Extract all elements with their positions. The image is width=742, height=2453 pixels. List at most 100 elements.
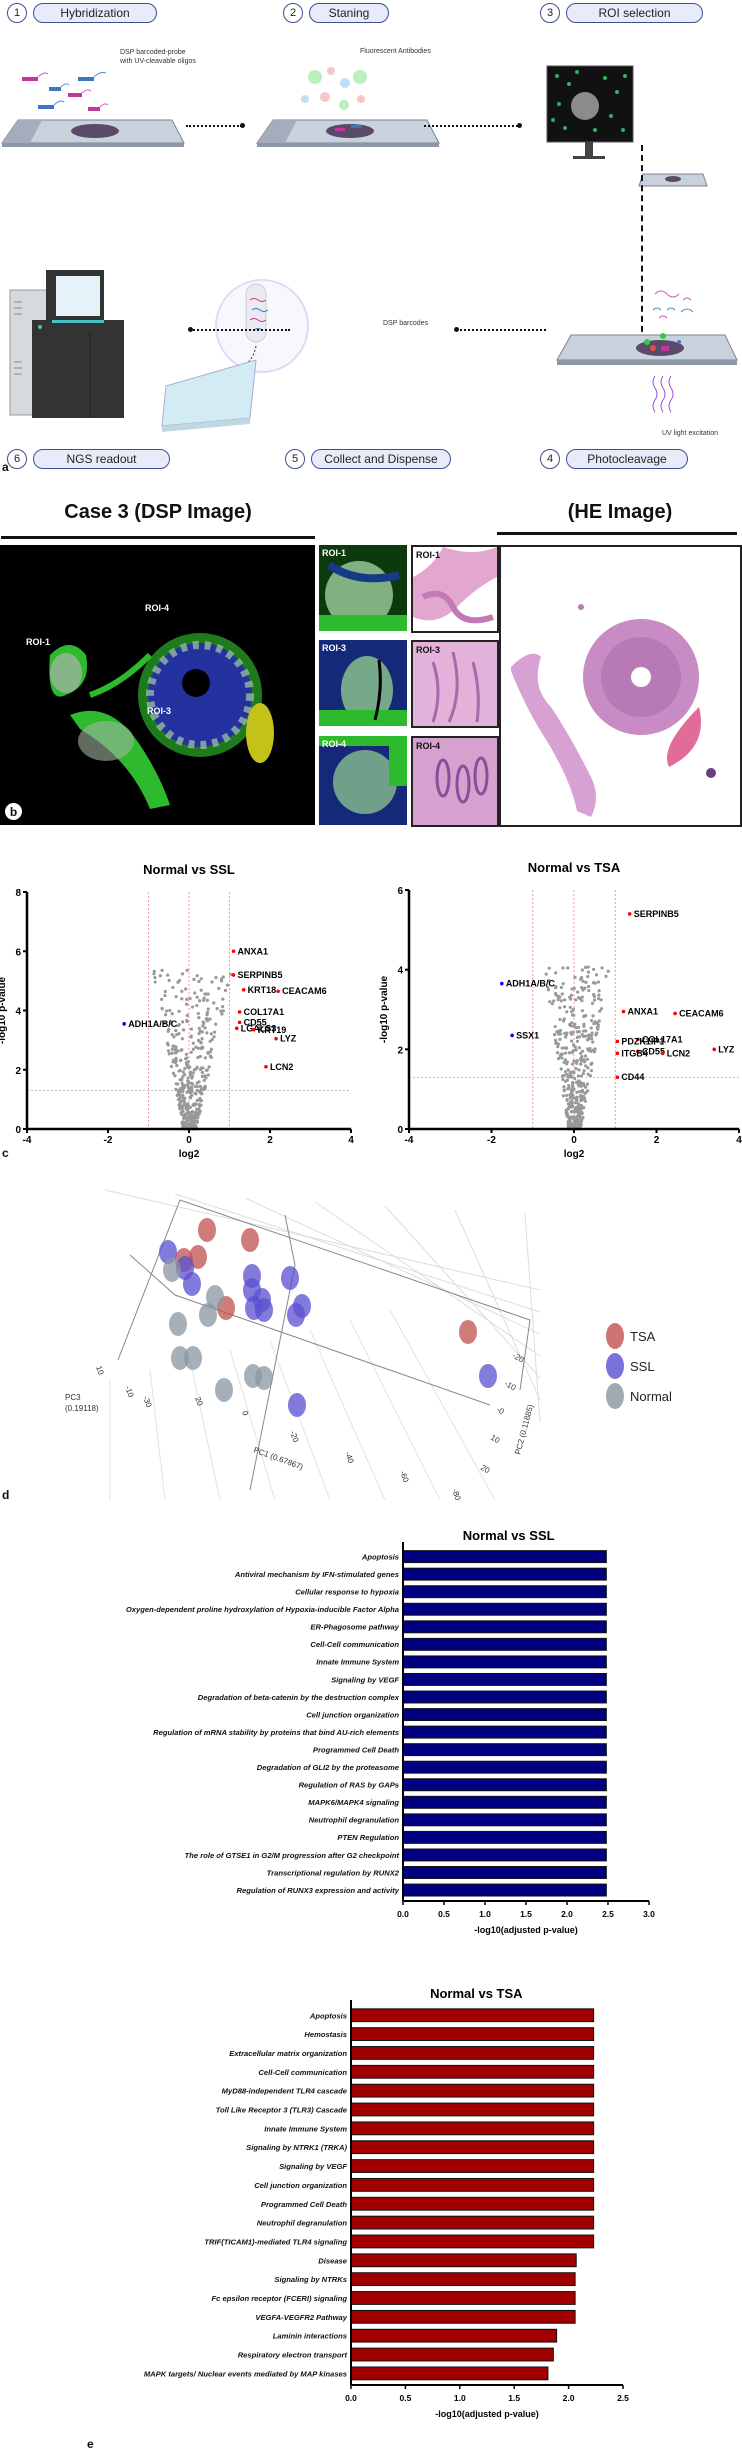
gene-point xyxy=(192,1102,196,1106)
step-label: ROI selection xyxy=(566,3,703,23)
significant-gene-point xyxy=(615,1051,620,1056)
he-whole-slide-image xyxy=(499,545,742,827)
gene-point xyxy=(583,986,587,990)
bar-category-label: Signaling by NTRKs xyxy=(274,2275,347,2284)
gene-point xyxy=(200,1070,205,1075)
gene-point xyxy=(188,1065,192,1069)
significant-gene-point xyxy=(237,1020,242,1025)
gene-point xyxy=(180,1037,184,1041)
gene-point xyxy=(553,1024,557,1029)
gene-point xyxy=(568,1119,572,1123)
box-edge xyxy=(249,1214,296,1491)
gene-point xyxy=(589,1019,594,1023)
pc2-tick-label: -10 xyxy=(503,1379,518,1393)
gene-point xyxy=(562,1017,566,1021)
gene-point xyxy=(564,1035,568,1039)
gene-point xyxy=(181,1106,185,1110)
gene-point xyxy=(583,965,588,970)
gene-point xyxy=(575,1035,580,1040)
box-edge xyxy=(117,1199,531,1391)
dsp-fluorescence-image: ROI-4 ROI-1 ROI-3 b xyxy=(0,545,315,825)
bar xyxy=(350,2102,595,2117)
gene-point xyxy=(196,1046,200,1050)
bar xyxy=(350,2196,595,2211)
gene-point xyxy=(586,975,590,979)
pc2-tick-label: -0 xyxy=(495,1405,506,1417)
flow-connector xyxy=(424,125,518,127)
gene-point xyxy=(215,1007,219,1011)
bar-category-label: Transcriptional regulation by RUNX2 xyxy=(267,1868,400,1877)
gene-point xyxy=(580,1009,584,1013)
bar xyxy=(402,1795,607,1809)
gene-point xyxy=(574,1048,578,1052)
pc1-tick-label: 20 xyxy=(193,1396,205,1408)
bar-category-label: Signaling by VEGF xyxy=(279,2162,347,2171)
gene-point xyxy=(568,1005,572,1009)
gene-point xyxy=(204,1017,208,1021)
bar-category-label: Respiratory electron transport xyxy=(238,2351,348,2360)
panel-letter-e: e xyxy=(87,2437,94,2451)
gene-point xyxy=(567,1105,571,1109)
gene-point xyxy=(182,1100,186,1104)
gene-point xyxy=(170,1012,174,1016)
gene-point xyxy=(198,1067,203,1071)
gene-point xyxy=(582,1022,586,1026)
gene-point xyxy=(181,1074,185,1079)
gene-point xyxy=(565,1073,569,1077)
gene-label: SERPINB5 xyxy=(238,970,283,980)
flow-connector xyxy=(641,145,643,352)
gene-point xyxy=(598,1009,602,1013)
gene-point xyxy=(193,1084,197,1089)
antibodies-note: Fluorescent Antibodies xyxy=(360,48,431,55)
gene-point xyxy=(573,1022,577,1026)
roi-label: ROI-4 xyxy=(322,739,347,749)
x-axis-label: log2 xyxy=(564,1149,585,1160)
pca-point-tsa xyxy=(459,1320,477,1344)
gene-point xyxy=(556,1045,560,1049)
gene-point xyxy=(574,1109,579,1113)
gene-point xyxy=(584,1085,588,1089)
significant-gene-point xyxy=(252,1027,256,1032)
gene-point xyxy=(181,1020,185,1024)
grid-line xyxy=(349,1319,441,1501)
bar xyxy=(350,2366,549,2381)
gene-point xyxy=(164,1013,168,1017)
gene-point xyxy=(558,1006,562,1010)
he-title-rule xyxy=(497,532,737,535)
bar xyxy=(350,2291,576,2305)
significant-gene-point xyxy=(237,1010,242,1014)
gene-point xyxy=(170,1051,174,1055)
gene-point xyxy=(197,1107,201,1111)
significant-gene-point xyxy=(627,912,632,916)
bar-category-label: MAPK6/MAPK4 signaling xyxy=(308,1798,399,1807)
bar-category-label: Programmed Cell Death xyxy=(261,2200,347,2209)
bar xyxy=(402,1883,607,1897)
pca-point-tsa xyxy=(189,1245,207,1269)
gene-point xyxy=(561,982,565,986)
gene-point xyxy=(564,1046,569,1050)
y-tick-label: 8 xyxy=(15,888,21,899)
he-title: (HE Image) xyxy=(567,501,673,523)
pc3-tick-label: -10 xyxy=(123,1385,136,1399)
gene-point xyxy=(166,973,170,977)
gene-label: COL17A1 xyxy=(642,1034,683,1044)
step-label: NGS readout xyxy=(33,449,170,469)
gene-label: COL17A1 xyxy=(244,1007,285,1017)
gene-point xyxy=(556,997,560,1002)
step-label: Staning xyxy=(309,3,389,23)
gene-point xyxy=(160,1007,164,1011)
bar-category-label: Signaling by NTRK1 (TRKA) xyxy=(246,2143,347,2152)
step-label: Photocleavage xyxy=(566,449,688,469)
bar-category-label: Laminin interactions xyxy=(273,2332,347,2341)
gene-label: ADH1A/B/C xyxy=(128,1019,178,1029)
gene-point xyxy=(191,1047,195,1051)
gene-point xyxy=(576,1103,581,1107)
gene-point xyxy=(599,998,603,1002)
bar xyxy=(402,1672,607,1686)
legend-label: SSL xyxy=(630,1359,655,1374)
gene-point xyxy=(176,1082,180,1086)
bar-category-label: Neutrophil degranulation xyxy=(309,1816,400,1825)
gene-point xyxy=(577,1068,581,1072)
gene-point xyxy=(554,993,558,997)
bar xyxy=(350,2177,595,2192)
